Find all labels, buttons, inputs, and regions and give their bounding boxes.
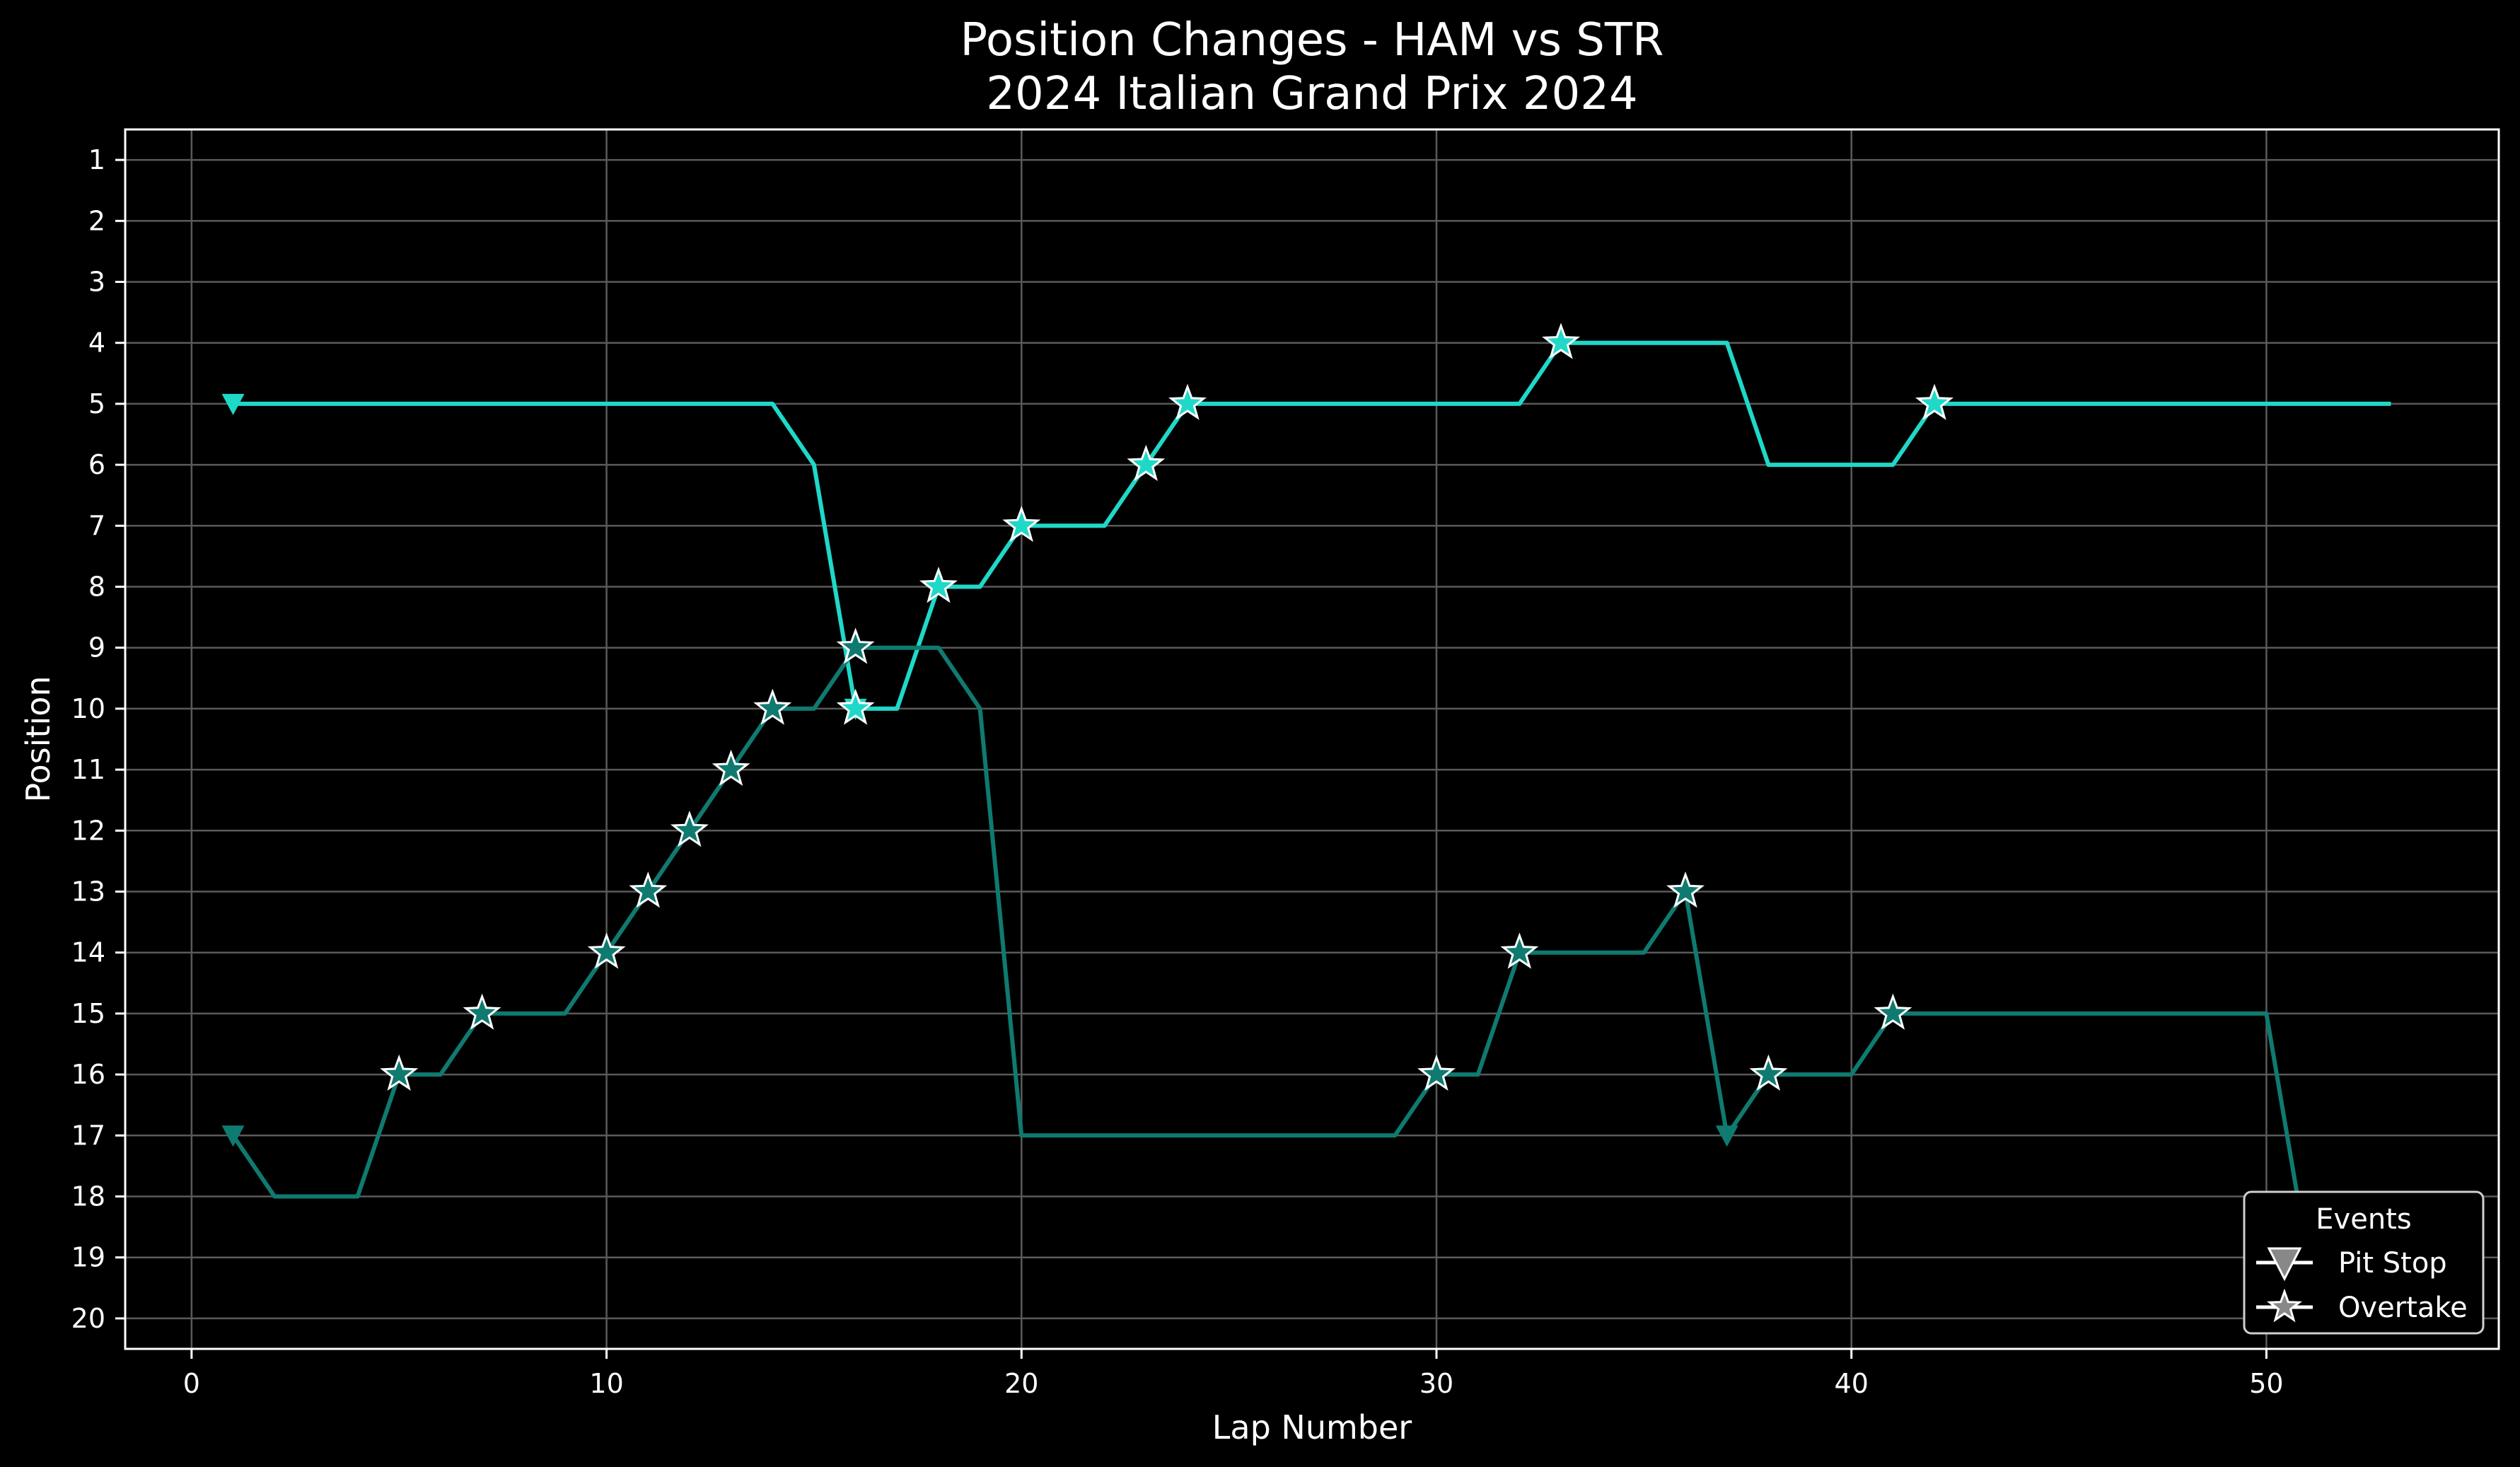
overtake-marker bbox=[463, 993, 501, 1030]
overtake-marker bbox=[1749, 1054, 1788, 1091]
legend-box bbox=[2243, 1190, 2485, 1335]
overtake-marker bbox=[670, 810, 709, 847]
overtake-marker bbox=[1915, 383, 1954, 420]
pit-stop-marker bbox=[221, 393, 245, 415]
y-tick-label: 15 bbox=[71, 998, 105, 1029]
y-tick-label: 10 bbox=[71, 693, 105, 724]
pit-stop-marker bbox=[221, 1125, 245, 1147]
overtake-marker bbox=[1168, 383, 1207, 420]
overtake-marker bbox=[753, 688, 792, 725]
chart-title-line1: Position Changes - HAM vs STR bbox=[960, 14, 1664, 66]
legend-entry-pit-stop: Pit Stop bbox=[2256, 1247, 2447, 1282]
overtake-marker bbox=[836, 688, 875, 725]
overtake-marker bbox=[1127, 444, 1166, 482]
y-tick-label: 7 bbox=[88, 510, 105, 541]
y-tick-label: 16 bbox=[71, 1059, 105, 1090]
y-tick-label: 9 bbox=[88, 632, 105, 663]
overtake-marker bbox=[1500, 932, 1539, 969]
marker-layer bbox=[221, 323, 1954, 1147]
y-axis-label: Position bbox=[19, 675, 57, 802]
x-axis-label: Lap Number bbox=[1212, 1408, 1412, 1446]
overtake-marker bbox=[1874, 993, 1912, 1030]
y-tick-label: 6 bbox=[88, 449, 105, 480]
series-layer bbox=[231, 340, 2391, 1258]
chart-title-line2: 2024 Italian Grand Prix 2024 bbox=[986, 68, 1637, 120]
y-tick-label: 20 bbox=[71, 1303, 105, 1334]
x-tick-label: 50 bbox=[2249, 1368, 2283, 1399]
y-tick-label: 4 bbox=[88, 327, 105, 359]
y-tick-label: 1 bbox=[88, 144, 105, 175]
overtake-marker bbox=[1002, 505, 1041, 543]
legend-label-overtake: Overtake bbox=[2338, 1292, 2468, 1324]
overtake-marker bbox=[587, 932, 626, 969]
overtake-marker bbox=[712, 749, 750, 787]
y-tick-label: 12 bbox=[71, 815, 105, 846]
legend-entry-overtake: Overtake bbox=[2256, 1288, 2468, 1324]
legend: Events Pit Stop Overtake bbox=[2243, 1190, 2485, 1335]
y-tick-label: 19 bbox=[71, 1242, 105, 1273]
plot-frame bbox=[124, 128, 2500, 1350]
overtake-marker bbox=[1417, 1054, 1456, 1091]
overtake-marker bbox=[1542, 323, 1581, 359]
series-line-1 bbox=[233, 340, 2391, 711]
overtake-marker bbox=[380, 1054, 419, 1091]
series-line-2 bbox=[231, 645, 2311, 1258]
y-tick-label: 11 bbox=[71, 754, 105, 785]
y-tick-label: 18 bbox=[71, 1181, 105, 1212]
x-tick-label: 20 bbox=[1004, 1368, 1038, 1399]
x-tick-label: 0 bbox=[183, 1368, 200, 1399]
y-tick-label: 8 bbox=[88, 572, 105, 603]
x-tick-label: 10 bbox=[589, 1368, 623, 1399]
x-tick-label: 40 bbox=[1835, 1368, 1869, 1399]
y-tick-label: 5 bbox=[88, 388, 105, 419]
y-tick-label: 17 bbox=[71, 1120, 105, 1151]
triangle-down-icon bbox=[2267, 1247, 2302, 1282]
y-tick-label: 2 bbox=[88, 205, 105, 236]
x-tick-label: 30 bbox=[1419, 1368, 1453, 1399]
y-tick-label: 3 bbox=[88, 267, 105, 298]
x-axis-ticks: 0 10 20 30 40 50 bbox=[183, 1349, 2284, 1399]
overtake-marker bbox=[629, 871, 668, 908]
overtake-marker bbox=[836, 627, 875, 664]
legend-title: Events bbox=[2316, 1203, 2411, 1236]
pit-stop-marker bbox=[1715, 1125, 1738, 1147]
overtake-marker bbox=[919, 567, 958, 603]
y-tick-label: 14 bbox=[71, 937, 105, 968]
plot-area: 0 10 20 30 40 50 1234567891011121314151617181… bbox=[71, 128, 2500, 1399]
star-icon bbox=[2266, 1288, 2303, 1323]
legend-label-pit-stop: Pit Stop bbox=[2338, 1247, 2447, 1280]
overtake-marker bbox=[1666, 871, 1705, 908]
y-tick-label: 13 bbox=[71, 876, 105, 908]
